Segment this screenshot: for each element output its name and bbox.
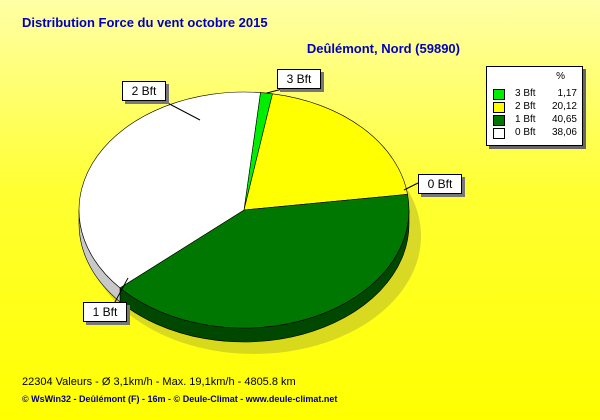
slice-label: 1 Bft (83, 302, 127, 322)
pie-slice-1-bft (119, 194, 410, 329)
legend-row: 1 Bft 40,65 (493, 114, 577, 127)
pie-slice-2-bft (243, 93, 408, 211)
legend-value: 40,65 (551, 114, 577, 125)
legend-swatch (493, 128, 505, 139)
legend-row: 2 Bft 20,12 (493, 101, 577, 114)
slice-label: 0 Bft (418, 174, 462, 194)
pie-slice-0-bft (78, 91, 261, 289)
slice-label: 3 Bft (277, 69, 321, 89)
legend-label: 1 Bft (515, 114, 536, 125)
footer-credit: © WsWin32 - Deûlémont (F) - 16m - © Deul… (22, 394, 338, 404)
legend-value: 20,12 (551, 101, 577, 112)
slice-label: 2 Bft (122, 81, 166, 101)
legend: % 3 Bft 1,17 2 Bft 20,12 1 Bft 40,65 0 B… (486, 66, 583, 146)
legend-label: 0 Bft (515, 127, 536, 138)
legend-label: 3 Bft (515, 88, 536, 99)
legend-value: 1,17 (557, 88, 577, 99)
legend-row: 0 Bft 38,06 (493, 127, 577, 140)
legend-swatch (493, 115, 505, 126)
legend-row: 3 Bft 1,17 (493, 88, 577, 101)
legend-swatch (493, 89, 505, 100)
leader-line (114, 277, 129, 303)
chart-title: Distribution Force du vent octobre 2015 (22, 15, 268, 30)
legend-value: 38,06 (551, 127, 577, 138)
legend-header: % (556, 71, 565, 82)
leader-line (403, 182, 419, 191)
footer-stats: 22304 Valeurs - Ø 3,1km/h - Max. 19,1km/… (22, 376, 296, 388)
legend-swatch (493, 102, 505, 113)
chart-subtitle: Deûlémont, Nord (59890) (306, 41, 460, 56)
leader-line (159, 98, 201, 121)
legend-label: 2 Bft (515, 101, 536, 112)
